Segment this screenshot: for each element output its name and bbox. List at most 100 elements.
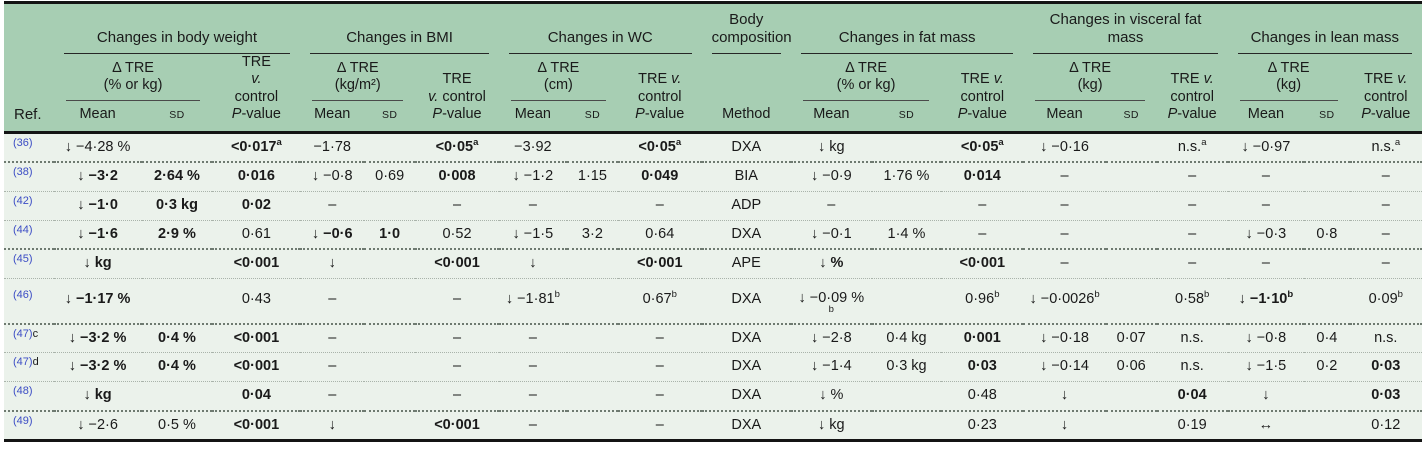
- bw-sd-cell: [141, 277, 213, 324]
- bmi-mean-cell: ↓ −0·6: [300, 219, 365, 250]
- table-body: (36) ↓ −4·28 % <0·017a −1·78 <0·05a −3·92 <0·0…: [4, 132, 1422, 441]
- bw-mean-cell: ↓ −3·2 %: [53, 352, 142, 382]
- fm-pvalue-cell: –: [941, 219, 1024, 250]
- fm-mean-cell: ↓ %: [790, 380, 872, 411]
- vfm-mean-cell: –: [1023, 219, 1106, 250]
- sd-label: SD: [381, 109, 398, 122]
- mean-header: Mean: [1023, 100, 1106, 133]
- bmi-sd-cell: [364, 190, 416, 221]
- fm-sd-cell: 1·76 %: [871, 161, 942, 192]
- fm-sd-cell: [871, 132, 942, 163]
- bw-pvalue-cell: 0·04: [212, 380, 301, 411]
- vfm-pvalue-cell: n.s.a: [1156, 132, 1228, 163]
- bmi-mean-cell: –: [300, 380, 365, 411]
- wc-pvalue-cell: <0·05a: [617, 132, 702, 163]
- reference-citation-link[interactable]: (45): [13, 253, 33, 266]
- study-results-table: Ref. Changes in body weight Changes in B…: [4, 1, 1422, 443]
- vfm-mean-cell: ↓ −0·0026b: [1023, 277, 1106, 324]
- vfm-pvalue-cell: –: [1156, 248, 1228, 279]
- lm-pvalue-cell: n.s.a: [1349, 132, 1422, 163]
- pvalue-header-lean-mass: TRE v. control P-value: [1349, 54, 1422, 133]
- table-row: (36) ↓ −4·28 % <0·017a −1·78 <0·05a −3·92 <0·0…: [4, 132, 1422, 163]
- reference-citation-link[interactable]: (46): [13, 289, 33, 302]
- lm-mean-cell: ↓ −1·10b: [1227, 277, 1305, 324]
- delta-header-bmi: Δ TRE (kg/m²): [300, 54, 416, 101]
- bmi-sd-cell: 1·0: [364, 219, 416, 250]
- lm-mean-cell: –: [1227, 190, 1305, 221]
- bw-mean-cell: ↓ −3·2: [53, 161, 142, 192]
- reference-citation-link[interactable]: (48): [13, 384, 33, 397]
- reference-citation-link[interactable]: (44): [13, 223, 33, 236]
- reference-citation-link[interactable]: (47): [13, 356, 33, 369]
- fm-sd-cell: [871, 380, 942, 411]
- vfm-pvalue-cell: 0·19: [1156, 409, 1228, 441]
- reference-citation-link[interactable]: (42): [13, 194, 33, 207]
- lm-mean-cell: ↓: [1227, 380, 1305, 411]
- bw-pvalue-cell: <0·017a: [212, 132, 301, 163]
- pvalue-header-visceral-fat-mass: TRE v. control P-value: [1156, 54, 1228, 133]
- group-header-body-composition: Body composition: [701, 2, 792, 54]
- vfm-sd-cell: [1105, 219, 1157, 250]
- ref-wrapper: (44): [13, 221, 33, 238]
- vfm-sd-cell: [1105, 161, 1157, 192]
- bw-mean-cell: ↓ kg: [53, 248, 142, 279]
- sd-header: SD: [141, 100, 213, 133]
- wc-pvalue-cell: 0·049: [617, 161, 702, 192]
- table-row: (46) ↓ −1·17 % 0·43– – ↓ −1·81b 0·67b DXA ↓ −0·…: [4, 277, 1422, 324]
- table-header: Ref. Changes in body weight Changes in B…: [4, 2, 1422, 133]
- fm-pvalue-cell: 0·96b: [941, 277, 1024, 324]
- bmi-sd-cell: [364, 352, 416, 382]
- delta-header-visceral-fat-mass: Δ TRE (kg): [1023, 54, 1157, 101]
- reference-suffix: d: [32, 356, 39, 369]
- fm-pvalue-cell: 0·001: [941, 322, 1024, 353]
- bw-mean-cell: ↓ −3·2 %: [53, 322, 142, 353]
- vfm-pvalue-cell: n.s.: [1156, 322, 1228, 353]
- lm-pvalue-cell: 0·12: [1349, 409, 1422, 441]
- bw-pvalue-cell: 0·61: [212, 219, 301, 250]
- bmi-sd-cell: [364, 409, 416, 441]
- vfm-sd-cell: [1105, 380, 1157, 411]
- ref-cell: (46): [4, 277, 54, 324]
- bw-pvalue-cell: <0·001: [212, 352, 301, 382]
- sd-label: SD: [898, 109, 915, 122]
- mean-header: Mean: [53, 100, 142, 133]
- mean-label: Mean: [514, 106, 551, 123]
- wc-mean-cell: ↓ −1·2: [498, 161, 567, 192]
- ref-cell: (36): [4, 132, 54, 163]
- fm-mean-cell: ↓ −0·9: [790, 161, 872, 192]
- fm-mean-cell: ↓ −2·8: [790, 322, 872, 353]
- reference-citation-link[interactable]: (38): [13, 166, 33, 179]
- bw-sd-cell: 0·5 %: [141, 409, 213, 441]
- lm-sd-cell: [1304, 190, 1350, 221]
- fm-mean-cell: ↓ kg: [790, 132, 872, 163]
- bmi-sd-cell: [364, 322, 416, 353]
- delta-label: Δ TRE (kg): [1035, 60, 1145, 101]
- lm-mean-cell: ↓ −0·97: [1227, 132, 1305, 163]
- group-header-body-weight: Changes in body weight: [53, 2, 301, 54]
- fm-sd-cell: [871, 248, 942, 279]
- reference-citation-link[interactable]: (47): [13, 327, 33, 340]
- group-header-visceral-fat-mass: Changes in visceral fat mass: [1023, 2, 1228, 54]
- ref-cell: (42): [4, 190, 54, 221]
- fm-pvalue-cell: 0·23: [941, 409, 1024, 441]
- reference-citation-link[interactable]: (36): [13, 136, 33, 149]
- mean-header: Mean: [1227, 100, 1305, 133]
- pvalue-header-bmi: TRE v. control P-value: [415, 54, 499, 133]
- vfm-mean-cell: ↓ −0·14: [1023, 352, 1106, 382]
- fm-sd-cell: 0·3 kg: [871, 352, 942, 382]
- vfm-mean-cell: –: [1023, 161, 1106, 192]
- group-title: Changes in visceral fat mass: [1033, 11, 1218, 54]
- pvalue-header-wc: TRE v. control P-value: [617, 54, 702, 133]
- reference-citation-link[interactable]: (49): [13, 414, 33, 427]
- table-row: (47)c ↓ −3·2 % 0·4 % <0·001– – – – DXA ↓ −2·8 0·4…: [4, 322, 1422, 353]
- delta-label: Δ TRE (kg/m²): [312, 60, 404, 101]
- bmi-sd-cell: [364, 248, 416, 279]
- group-title: Changes in WC: [508, 29, 692, 54]
- bmi-pvalue-cell: –: [415, 322, 499, 353]
- sd-label: SD: [584, 109, 601, 122]
- fm-mean-cell: ↓ %: [790, 248, 872, 279]
- wc-sd-cell: 3·2: [566, 219, 618, 250]
- bw-sd-cell: [141, 248, 213, 279]
- lm-mean-cell: –: [1227, 248, 1305, 279]
- method-cell: DXA: [701, 352, 791, 382]
